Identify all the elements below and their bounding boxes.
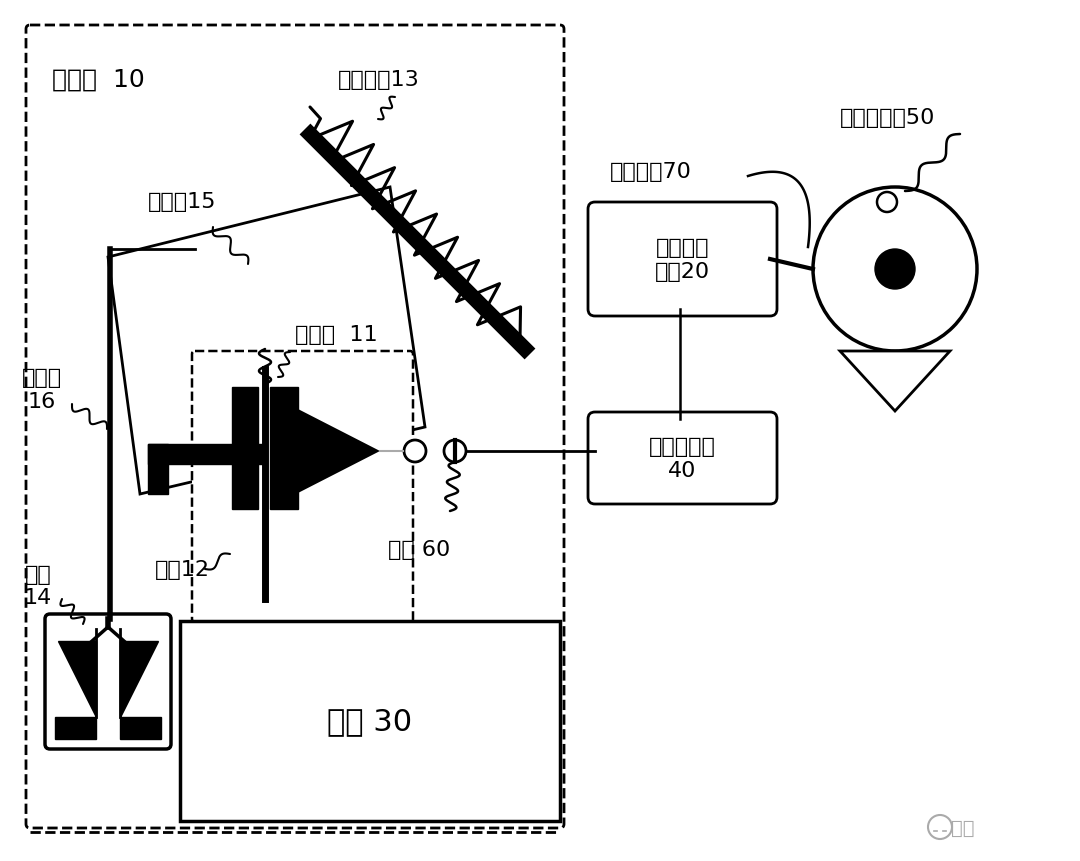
- Text: 弹性部件13: 弹性部件13: [338, 70, 420, 90]
- Bar: [148, 444, 265, 464]
- Bar: [232, 387, 258, 510]
- Polygon shape: [840, 351, 950, 412]
- Text: 电磁铁  11: 电磁铁 11: [295, 325, 378, 344]
- Polygon shape: [58, 641, 96, 717]
- Bar: [120, 717, 161, 739]
- FancyBboxPatch shape: [26, 26, 564, 828]
- Circle shape: [813, 188, 977, 351]
- FancyBboxPatch shape: [588, 202, 777, 317]
- FancyBboxPatch shape: [192, 351, 413, 623]
- Text: 楔块
14: 楔块 14: [24, 564, 52, 608]
- Text: 安全钳  10: 安全钳 10: [52, 68, 145, 92]
- Polygon shape: [108, 188, 426, 494]
- Bar: [180, 622, 561, 821]
- Text: 轿厢 30: 轿厢 30: [327, 707, 413, 735]
- Circle shape: [404, 441, 426, 462]
- Text: 衡铁12: 衡铁12: [156, 560, 210, 579]
- Bar: [148, 444, 168, 494]
- Polygon shape: [298, 410, 380, 493]
- Circle shape: [875, 250, 915, 289]
- FancyBboxPatch shape: [588, 412, 777, 505]
- Text: 电梯主控
系统20: 电梯主控 系统20: [654, 238, 710, 282]
- FancyBboxPatch shape: [45, 614, 171, 749]
- Polygon shape: [120, 641, 158, 717]
- Text: 主机编码器50: 主机编码器50: [840, 108, 935, 127]
- Text: 提拉杆
16: 提拉杆 16: [22, 368, 62, 411]
- Text: 电梯: 电梯: [951, 818, 975, 837]
- Text: 电梯主机70: 电梯主机70: [610, 162, 692, 182]
- Text: 联动杆15: 联动杆15: [148, 192, 216, 212]
- Circle shape: [877, 193, 897, 213]
- Bar: [55, 717, 96, 739]
- Text: 安全控制板
40: 安全控制板 40: [649, 437, 716, 480]
- Bar: [270, 387, 298, 510]
- Text: 开关 60: 开关 60: [388, 539, 450, 560]
- Circle shape: [444, 441, 465, 462]
